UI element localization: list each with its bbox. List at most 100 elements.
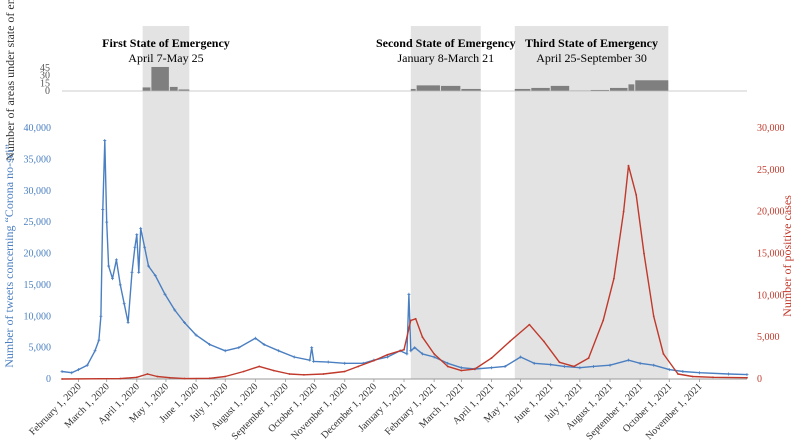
tweets-point xyxy=(343,361,347,365)
tweets-point xyxy=(99,314,103,318)
tweets-series-line xyxy=(61,139,748,376)
tweets-point xyxy=(308,358,312,362)
left-axis-tick: 20,000 xyxy=(24,249,52,260)
positive-cases-point xyxy=(272,369,275,372)
positive-cases-point xyxy=(627,164,630,167)
tweets-point xyxy=(182,321,186,325)
left-axis-tick: 25,000 xyxy=(24,217,52,228)
tweets-point xyxy=(489,366,493,370)
positive-cases-point xyxy=(490,357,493,359)
tweets-point xyxy=(277,349,281,353)
tweets-point xyxy=(413,346,417,350)
bar-panel-ylabel: Number of areas under state of emergency xyxy=(3,0,17,161)
tweets-point xyxy=(310,346,314,350)
emergency-dates: April 25-September 30 xyxy=(536,51,647,65)
positive-cases-point xyxy=(677,373,679,375)
tweets-point xyxy=(137,270,141,274)
tweets-point xyxy=(153,273,157,277)
right-axis-tick: 25,000 xyxy=(757,165,785,176)
emergency-title: Third State of Emergency xyxy=(525,36,658,50)
tweets-point xyxy=(135,233,139,237)
positive-cases-point xyxy=(208,377,211,380)
right-axis-tick: 20,000 xyxy=(757,207,785,218)
tweets-point xyxy=(143,245,147,249)
positive-cases-point xyxy=(242,370,245,373)
right-axis-tick: 30,000 xyxy=(757,123,785,134)
positive-cases-point xyxy=(652,315,655,318)
emergency-dates: January 8-March 21 xyxy=(397,51,494,65)
positive-cases-point xyxy=(635,194,638,196)
positive-cases-point xyxy=(288,373,291,375)
tweets-point xyxy=(549,363,553,367)
tweets-point xyxy=(93,349,97,353)
positive-cases-point xyxy=(558,361,561,364)
tweets-point xyxy=(519,355,523,359)
positive-cases-point xyxy=(303,373,305,376)
tweets-point xyxy=(103,139,107,143)
area-bar xyxy=(142,87,151,91)
positive-cases-point xyxy=(622,210,625,213)
tweets-point xyxy=(130,270,134,274)
tweets-point xyxy=(173,308,177,312)
tweets-point xyxy=(652,363,656,367)
tweets-point xyxy=(409,349,413,353)
right-axis-tick: 15,000 xyxy=(757,249,785,260)
tweets-point xyxy=(608,363,612,367)
tweets-point xyxy=(118,283,122,287)
tweets-point xyxy=(262,342,266,346)
area-bar xyxy=(178,89,190,91)
tweets-point xyxy=(146,264,150,268)
positive-cases-point xyxy=(61,378,63,380)
left-axis-label: Number of tweets concerning “Corona no-s… xyxy=(2,144,16,368)
positive-cases-point xyxy=(224,375,227,378)
tweets-point xyxy=(312,359,316,363)
emergency-shading xyxy=(142,26,669,379)
tweets-point xyxy=(326,360,330,364)
series xyxy=(60,139,749,380)
tweets-point xyxy=(107,264,111,268)
positive-cases-point xyxy=(587,357,590,359)
tweets-point xyxy=(163,292,167,296)
positive-cases-point xyxy=(712,376,714,379)
tweets-point xyxy=(681,369,685,373)
tweets-point xyxy=(591,364,595,368)
emergency-shade xyxy=(410,26,481,379)
positive-cases-point xyxy=(343,370,346,373)
positive-cases-point xyxy=(357,365,360,368)
area-bar xyxy=(590,89,610,91)
area-bar xyxy=(416,85,440,91)
area-bar xyxy=(169,86,178,91)
tweets-point xyxy=(223,349,227,353)
tweets-point xyxy=(70,371,74,375)
positive-cases-point xyxy=(403,348,405,351)
right-axis-tick: 0 xyxy=(757,374,762,385)
axes xyxy=(62,90,747,382)
tweets-point xyxy=(105,220,109,224)
emergency-dates: April 7-May 25 xyxy=(128,51,203,65)
tweets-point xyxy=(139,226,143,230)
bar-panel-tick: 45 xyxy=(40,63,50,74)
tweets-point xyxy=(667,368,671,372)
bar-panel-tick: 15 xyxy=(40,78,50,89)
x-tick-label: December 1, 2020 xyxy=(319,381,379,441)
emergency-shade xyxy=(514,26,669,379)
area-bar xyxy=(461,88,481,91)
right-axis-label: Number of positive cases xyxy=(780,195,794,317)
right-axis-tick: 5,000 xyxy=(757,332,780,343)
left-axis-tick: 30,000 xyxy=(24,186,52,197)
area-bar xyxy=(410,88,416,91)
right-axis-tick: 10,000 xyxy=(757,290,785,301)
positive-cases-series-line xyxy=(61,164,748,380)
tweets-point xyxy=(638,361,642,365)
tweets-point xyxy=(446,361,450,365)
bar-panel-tick: 0 xyxy=(45,86,50,97)
positive-cases-point xyxy=(322,373,325,375)
emergency-area-bars xyxy=(142,66,669,91)
positive-cases-point xyxy=(372,359,375,362)
left-axis-tick: 35,000 xyxy=(24,154,52,165)
tweets-point xyxy=(420,352,424,356)
positive-cases-point xyxy=(168,376,171,379)
tweets-point xyxy=(97,338,101,342)
left-axis-tick: 40,000 xyxy=(24,123,52,134)
